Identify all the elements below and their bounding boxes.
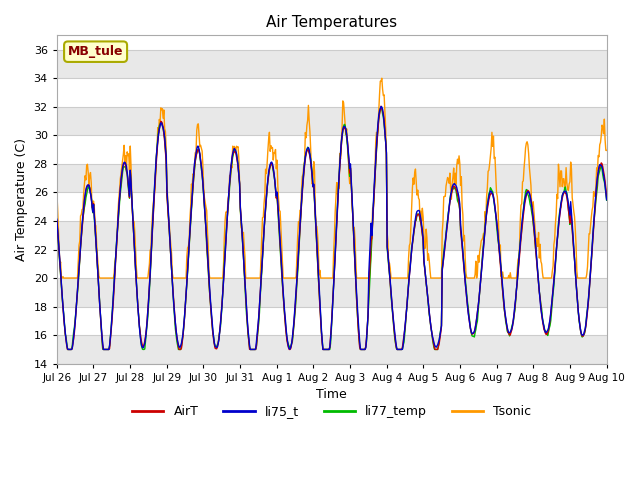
li75_t [176, 345, 184, 350]
Tsonic [603, 147, 611, 153]
Title: Air Temperatures: Air Temperatures [266, 15, 397, 30]
AirT [53, 218, 61, 224]
Tsonic [53, 189, 61, 194]
Tsonic [58, 275, 65, 281]
AirT [120, 160, 128, 166]
Y-axis label: Air Temperature (C): Air Temperature (C) [15, 138, 28, 261]
Legend: AirT, li75_t, li77_temp, Tsonic: AirT, li75_t, li77_temp, Tsonic [127, 400, 536, 423]
li75_t [65, 347, 72, 352]
li75_t [53, 216, 61, 222]
AirT [63, 343, 70, 349]
X-axis label: Time: Time [316, 388, 347, 401]
Tsonic [64, 275, 72, 281]
Bar [57, 107, 607, 135]
Line: Tsonic: Tsonic [57, 78, 607, 278]
li77_temp [400, 339, 408, 345]
AirT [64, 347, 72, 352]
Line: li75_t: li75_t [57, 107, 607, 349]
Tsonic [378, 75, 386, 81]
Bar [57, 221, 607, 250]
AirT [176, 347, 184, 352]
Tsonic [400, 275, 408, 281]
li77_temp [176, 347, 184, 352]
li77_temp [205, 281, 213, 287]
Tsonic [176, 275, 184, 281]
li75_t [63, 342, 70, 348]
Bar [57, 49, 607, 78]
li77_temp [64, 347, 72, 352]
Tsonic [120, 143, 128, 148]
AirT [603, 195, 611, 201]
Bar [57, 335, 607, 364]
AirT [377, 103, 385, 109]
AirT [205, 278, 213, 284]
li75_t [603, 197, 611, 203]
li75_t [400, 334, 408, 340]
li77_temp [603, 197, 611, 203]
li77_temp [377, 105, 385, 110]
li75_t [120, 159, 128, 165]
Line: li77_temp: li77_temp [57, 108, 607, 349]
Text: MB_tule: MB_tule [68, 45, 124, 58]
Bar [57, 164, 607, 192]
li75_t [377, 104, 385, 109]
Tsonic [205, 270, 213, 276]
li75_t [205, 275, 213, 281]
li77_temp [120, 164, 128, 169]
li77_temp [416, 217, 424, 223]
Line: AirT: AirT [57, 106, 607, 349]
li77_temp [53, 219, 61, 225]
li77_temp [63, 340, 70, 346]
AirT [400, 333, 408, 338]
li75_t [416, 212, 424, 217]
Tsonic [416, 216, 424, 222]
AirT [416, 216, 424, 221]
Bar [57, 278, 607, 307]
